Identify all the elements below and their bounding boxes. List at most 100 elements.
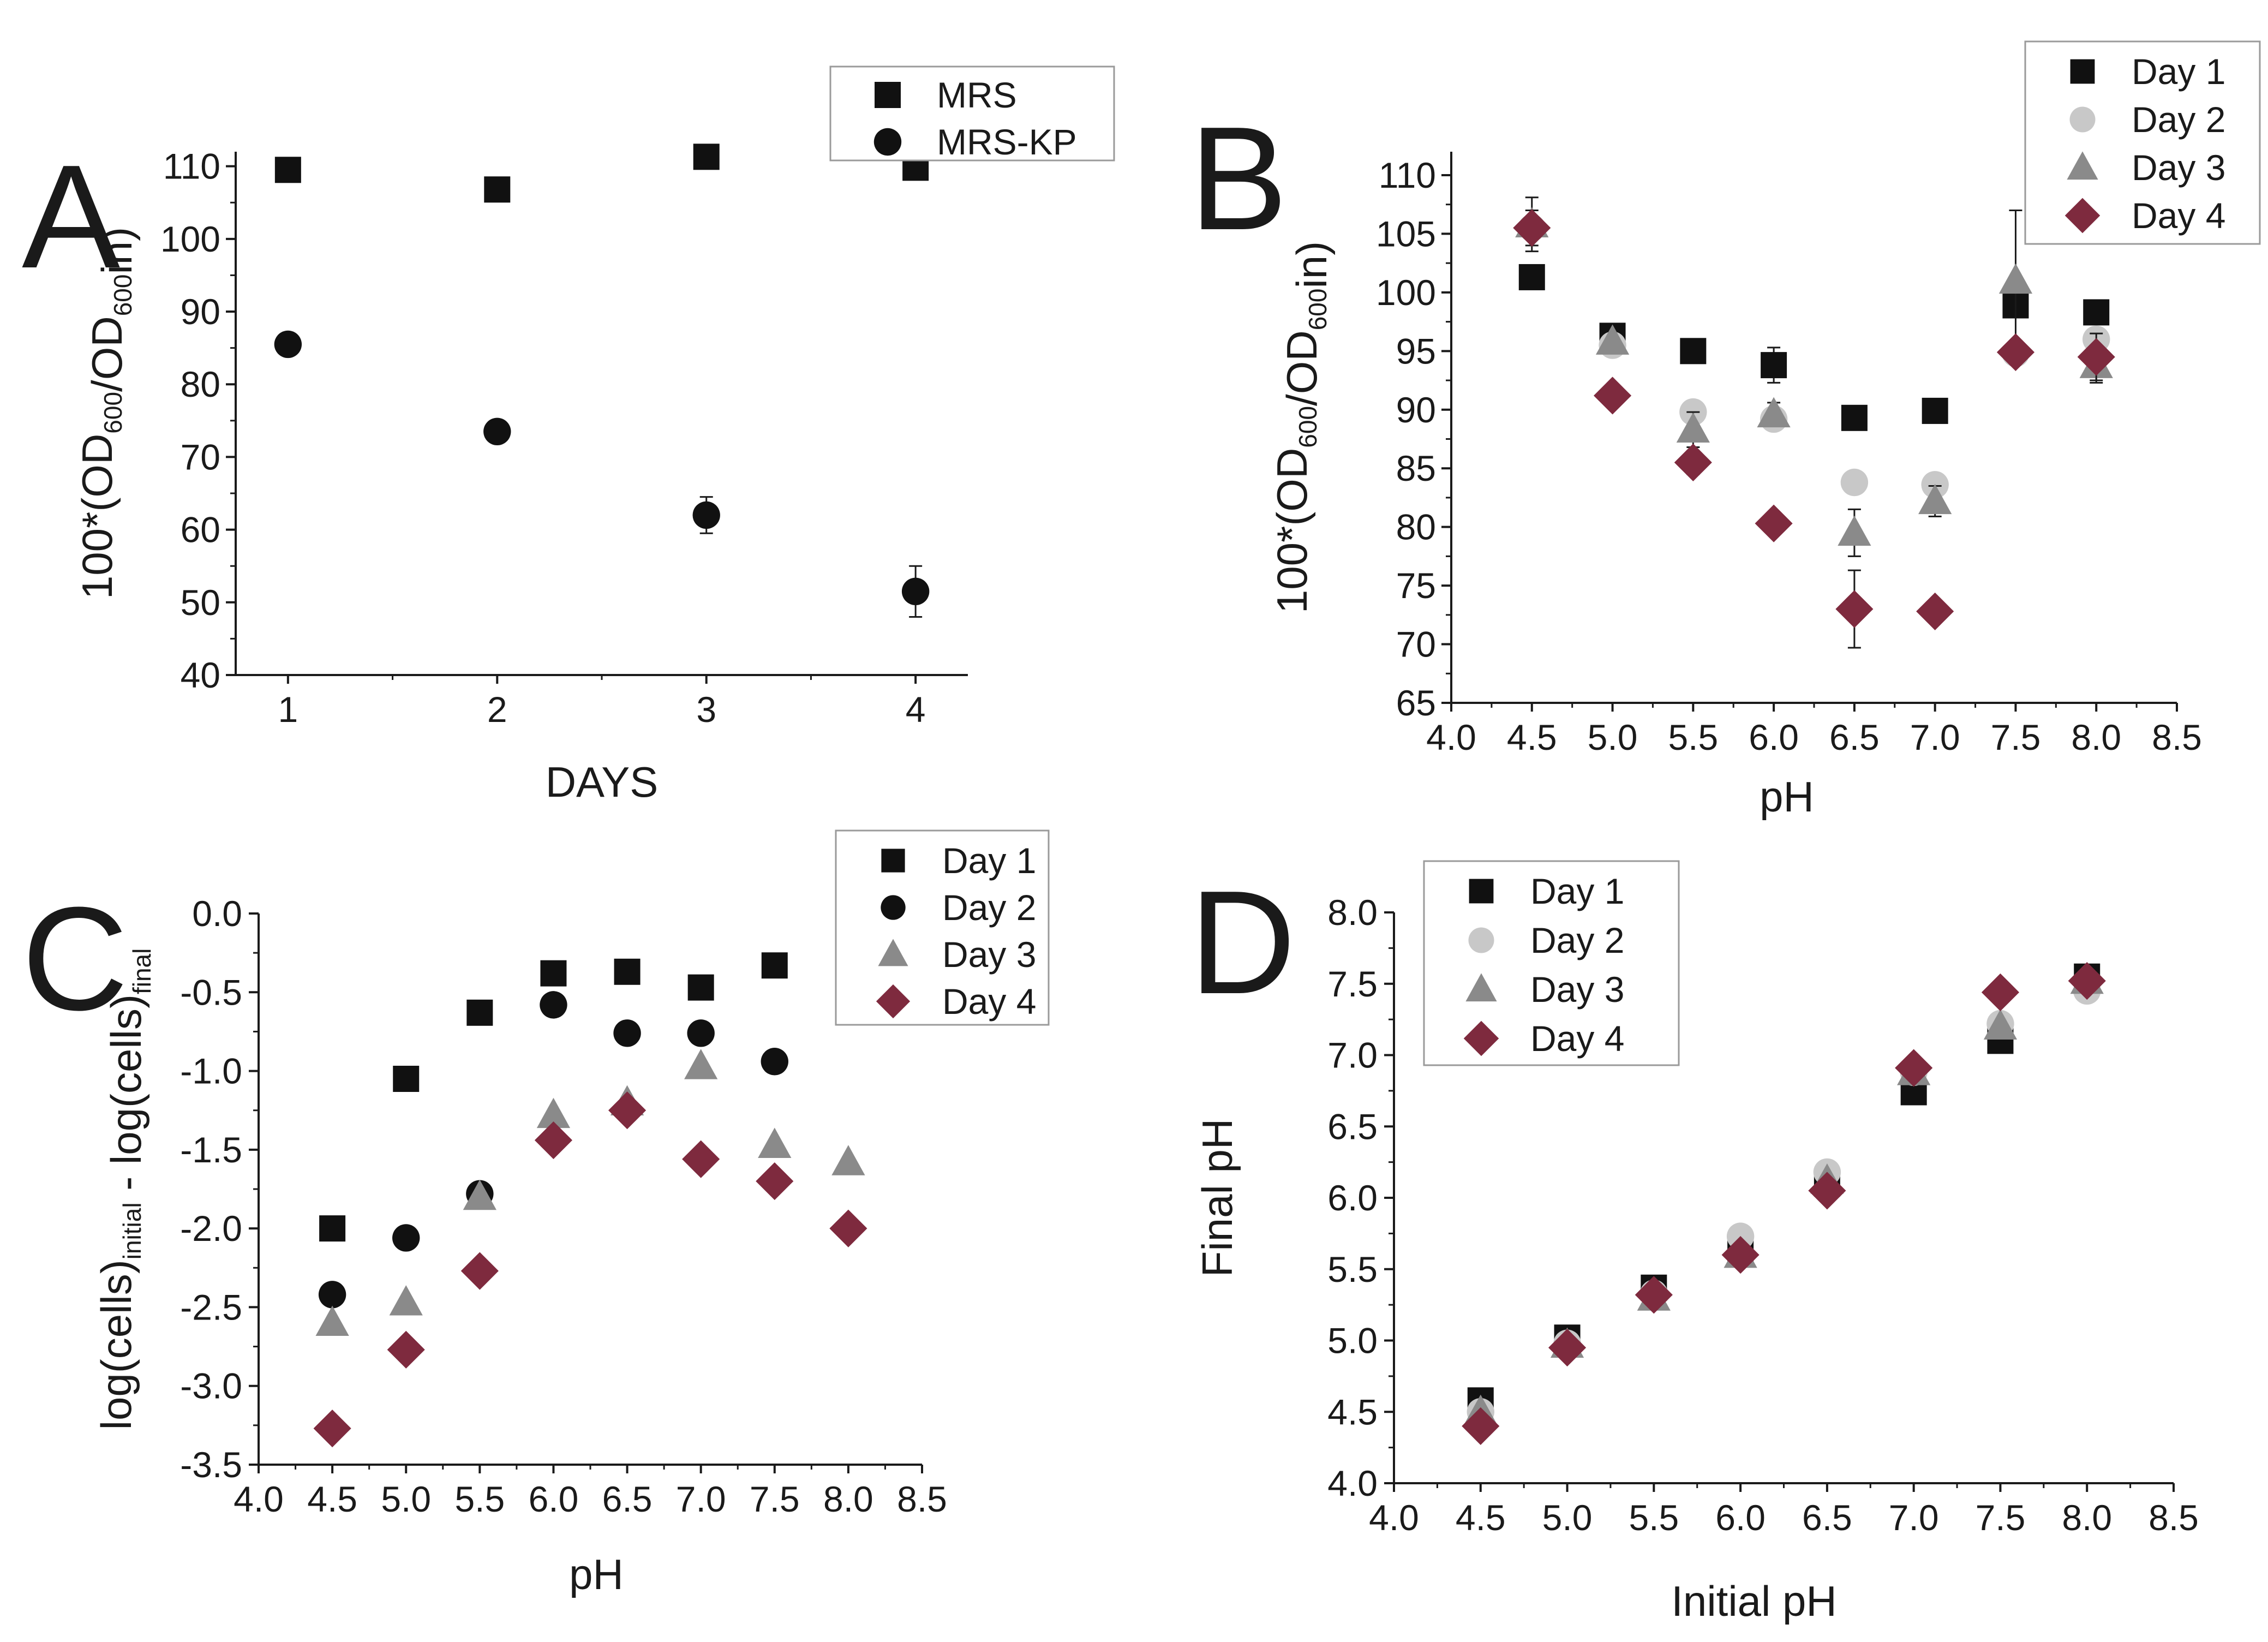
x-tick-label: 4.0: [234, 1479, 284, 1519]
legend-entry: Day 2: [2132, 99, 2225, 140]
legend-marker: [1465, 973, 1497, 1002]
x-tick-label: 4.5: [1507, 717, 1557, 757]
y-tick-label: -1.0: [180, 1051, 242, 1091]
legend-entry: Day 2: [942, 887, 1036, 928]
data-point: [484, 176, 511, 203]
x-tick-label: 5.5: [1668, 717, 1718, 757]
y-axis-label: 100*(OD600/OD600in): [1268, 241, 1336, 613]
series-day-1: [319, 952, 788, 1242]
x-tick-label: 4.5: [1456, 1497, 1506, 1538]
legend-marker: [2070, 59, 2095, 84]
legend-entry: Day 3: [2132, 147, 2225, 188]
panel-b: B 4.0 4.5 5.0 5.5 6.0 6.5 7.0 7.5 8.0 8.5 65 70 75 80 8…: [1189, 40, 2261, 821]
data-point: [1983, 1009, 2018, 1040]
data-point: [761, 1048, 788, 1076]
legend-entry: Day 3: [1530, 969, 1624, 1010]
x-tick-label: 6.5: [1802, 1497, 1852, 1538]
x-tick-label: 5.5: [454, 1479, 505, 1519]
y-tick-label: 70: [1396, 624, 1436, 665]
y-axis-label: log(cells)initial - log(cells)final: [92, 948, 156, 1430]
data-point: [1808, 1172, 1846, 1210]
y-tick-label: -3.0: [180, 1366, 242, 1406]
series-day-3: [315, 1049, 865, 1336]
legend-marker: [1469, 879, 1494, 904]
legend-entry: Day 1: [942, 840, 1036, 881]
y-tick-label: 60: [181, 510, 220, 550]
legend: Day 1 Day 2 Day 3 Day 4: [2024, 40, 2261, 245]
data-point: [1998, 263, 2033, 294]
data-point: [1462, 1407, 1500, 1445]
data-point: [1635, 1276, 1673, 1314]
x-tick-label: 5.0: [1588, 717, 1638, 757]
legend-entry: Day 4: [2132, 195, 2225, 236]
data-point: [540, 960, 567, 987]
series-day-4: [313, 1091, 867, 1448]
legend-entry: Day 1: [1530, 871, 1624, 911]
data-point: [392, 1224, 420, 1252]
legend-marker: [2069, 106, 2096, 133]
panel-a: A 1 2 3 4 40 50 60 70 80 90 100 110 DAYS 100*(OD600/OD…: [22, 65, 1115, 806]
series-mrs-kp: [274, 330, 930, 618]
x-axis-label: pH: [1760, 773, 1814, 821]
y-tick-label: 80: [1396, 507, 1436, 547]
data-point: [1895, 1049, 1933, 1087]
data-point: [1680, 338, 1707, 365]
data-point: [1674, 443, 1712, 482]
y-tick-label: -2.5: [180, 1287, 242, 1327]
legend-entry: Day 4: [1530, 1018, 1624, 1059]
x-axis-label: DAYS: [546, 758, 659, 806]
data-point: [682, 1140, 720, 1178]
series-day-2: [318, 991, 788, 1309]
data-point: [1513, 209, 1551, 247]
legend-marker: [1463, 1020, 1499, 1056]
y-tick-label: 75: [1396, 565, 1436, 606]
data-point: [2077, 338, 2115, 376]
y-tick-label: 8.0: [1327, 892, 1378, 933]
x-tick-label: 4: [906, 689, 926, 730]
y-tick-label: 65: [1396, 683, 1436, 723]
legend-entry: Day 1: [2132, 51, 2225, 92]
panel-label: C: [22, 877, 128, 1041]
series-day-4: [1462, 962, 2106, 1445]
legend-entry: Day 3: [942, 934, 1036, 975]
data-point: [1676, 412, 1710, 443]
y-tick-label: 70: [181, 437, 220, 477]
x-axis-label: pH: [569, 1550, 624, 1598]
legend: MRS MRS-KP: [829, 65, 1115, 162]
y-tick-label: 95: [1396, 331, 1436, 371]
data-point: [2083, 299, 2110, 326]
y-tick-label: 6.0: [1327, 1178, 1378, 1218]
data-point: [1721, 1236, 1760, 1274]
x-tick-label: 7.5: [1991, 717, 2041, 757]
data-point: [1838, 515, 1871, 546]
data-point: [687, 974, 714, 1001]
x-tick-label: 7.5: [750, 1479, 800, 1519]
x-tick-label: 6.0: [1715, 1497, 1766, 1538]
legend-marker: [2067, 151, 2098, 180]
data-point: [1835, 590, 1874, 628]
data-point: [387, 1330, 425, 1369]
x-tick-label: 4.5: [307, 1479, 357, 1519]
panel-label: A: [22, 135, 121, 299]
y-tick-label: 90: [1396, 390, 1436, 430]
y-tick-label: 6.5: [1327, 1106, 1378, 1147]
legend-box: [1423, 860, 1680, 1066]
data-point: [1595, 324, 1630, 355]
data-point: [1761, 352, 1787, 379]
y-axis-label: 100*(OD600/OD600in): [73, 227, 141, 599]
data-point: [684, 1049, 718, 1079]
legend-marker: [1468, 927, 1494, 953]
data-point: [1757, 397, 1791, 428]
x-tick-label: 6.0: [1749, 717, 1799, 757]
y-tick-label: 0.0: [192, 893, 242, 934]
y-tick-label: 5.5: [1327, 1249, 1378, 1289]
data-point: [692, 501, 720, 529]
x-tick-label: 4.0: [1369, 1497, 1419, 1538]
x-tick-label: 7.0: [676, 1479, 726, 1519]
data-point: [1755, 504, 1793, 542]
x-tick-label: 5.0: [1542, 1497, 1593, 1538]
x-tick-label: 8.5: [897, 1479, 947, 1519]
data-point: [693, 144, 720, 170]
data-point: [466, 999, 493, 1026]
legend-marker: [875, 82, 901, 108]
